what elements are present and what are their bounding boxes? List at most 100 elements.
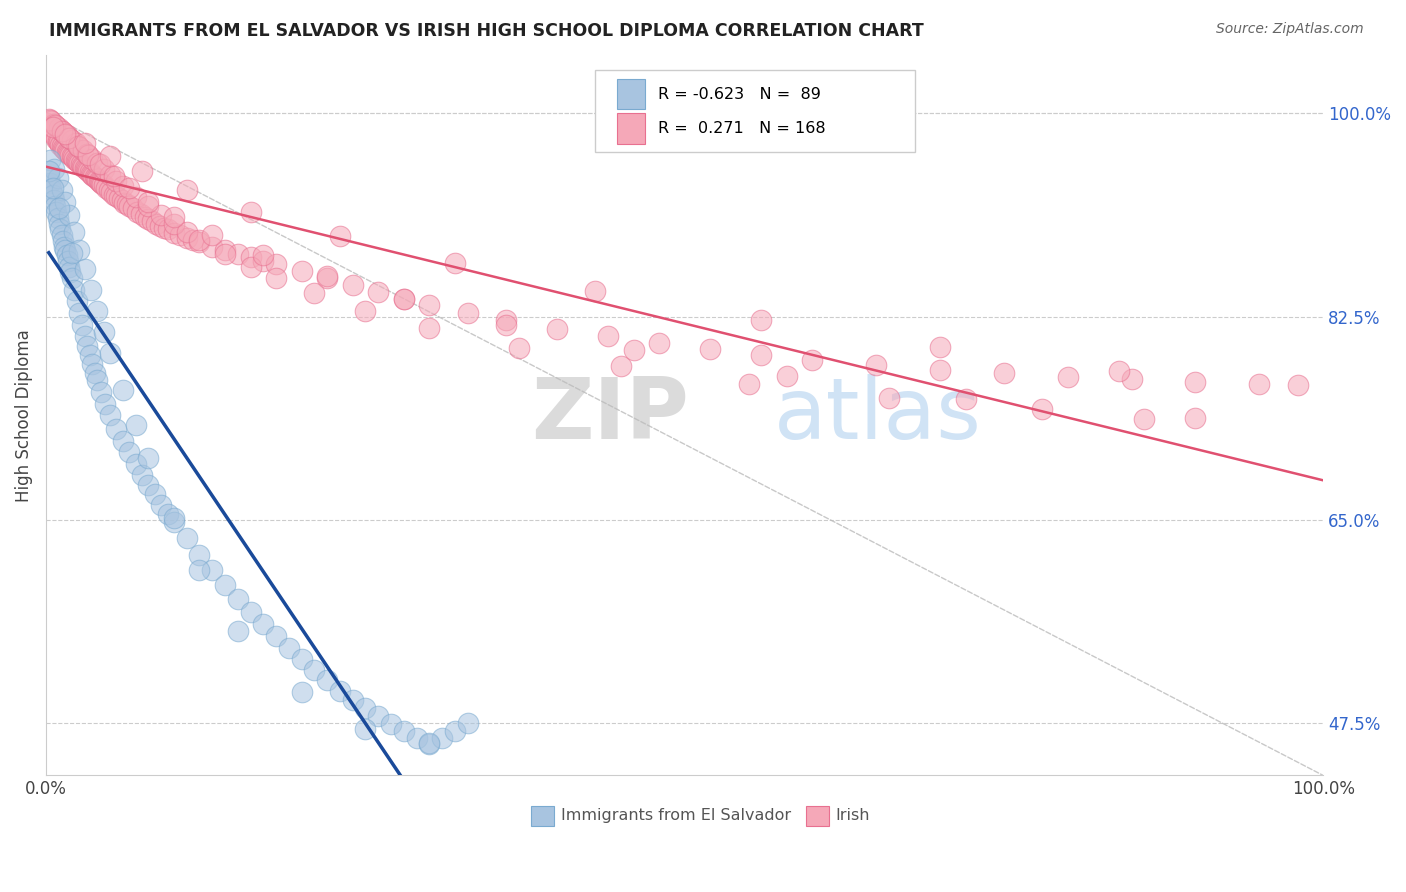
Point — [83, 170, 105, 185]
Point — [70, 159, 93, 173]
Point — [65, 136, 87, 151]
Point — [252, 617, 274, 632]
Point — [405, 731, 427, 746]
Point — [176, 225, 198, 239]
Point — [176, 532, 198, 546]
Point — [44, 199, 66, 213]
Point — [145, 217, 167, 231]
Point — [290, 685, 312, 699]
Point — [239, 260, 262, 274]
Point — [37, 115, 59, 129]
Bar — [617, 78, 645, 109]
Point — [67, 306, 90, 320]
Point — [290, 264, 312, 278]
Point — [865, 359, 887, 373]
Point — [96, 180, 118, 194]
Point — [252, 253, 274, 268]
Point — [596, 329, 619, 343]
Point — [44, 129, 66, 144]
Point — [1056, 370, 1078, 384]
Point — [70, 318, 93, 332]
Point — [39, 113, 62, 128]
Point — [53, 127, 76, 141]
Point — [176, 183, 198, 197]
Point — [877, 391, 900, 405]
Point — [63, 152, 86, 166]
Point — [39, 153, 62, 167]
Point — [65, 153, 87, 167]
Point — [82, 152, 104, 166]
Point — [45, 205, 67, 219]
Point — [44, 118, 66, 132]
Point — [53, 240, 76, 254]
Point — [86, 303, 108, 318]
Point — [90, 176, 112, 190]
Point — [418, 737, 440, 751]
Point — [150, 209, 173, 223]
Point — [239, 205, 262, 219]
Point — [111, 179, 134, 194]
Point — [46, 171, 69, 186]
Point — [60, 271, 83, 285]
Bar — [806, 805, 830, 826]
Point — [124, 457, 146, 471]
Point — [55, 128, 77, 143]
Point — [134, 210, 156, 224]
Point — [226, 591, 249, 606]
Point — [124, 190, 146, 204]
Point — [80, 283, 103, 297]
Point — [45, 132, 67, 146]
Point — [124, 417, 146, 432]
Point — [93, 178, 115, 193]
Point — [42, 127, 65, 141]
Point — [418, 321, 440, 335]
Point — [264, 271, 287, 285]
Point — [51, 138, 73, 153]
Point — [342, 278, 364, 293]
Point — [38, 118, 60, 132]
Point — [53, 144, 76, 158]
Point — [143, 487, 166, 501]
Point — [443, 256, 465, 270]
Point — [87, 173, 110, 187]
Point — [264, 629, 287, 643]
Point — [367, 285, 389, 299]
Point — [51, 228, 73, 243]
Point — [105, 422, 128, 436]
Text: IMMIGRANTS FROM EL SALVADOR VS IRISH HIGH SCHOOL DIPLOMA CORRELATION CHART: IMMIGRANTS FROM EL SALVADOR VS IRISH HIG… — [49, 22, 924, 40]
Point — [443, 724, 465, 739]
Y-axis label: High School Diploma: High School Diploma — [15, 329, 32, 501]
Point — [105, 173, 128, 187]
Point — [418, 298, 440, 312]
Point — [41, 187, 63, 202]
Point — [67, 156, 90, 170]
Point — [60, 149, 83, 163]
Point — [138, 451, 160, 466]
Point — [776, 368, 799, 383]
Point — [239, 250, 262, 264]
FancyBboxPatch shape — [595, 70, 914, 153]
Point — [131, 164, 153, 178]
Point — [98, 345, 121, 359]
Point — [79, 165, 101, 179]
Point — [495, 318, 517, 332]
Point — [138, 199, 160, 213]
Point — [55, 248, 77, 262]
Point — [583, 284, 606, 298]
Point — [699, 342, 721, 356]
Point — [156, 507, 179, 521]
Point — [58, 260, 80, 274]
Point — [48, 135, 70, 149]
Point — [929, 340, 952, 354]
Point — [89, 175, 111, 189]
Point — [58, 209, 80, 223]
Point — [156, 222, 179, 236]
Point — [53, 194, 76, 209]
Point — [53, 126, 76, 140]
Point — [457, 716, 479, 731]
Point — [1184, 375, 1206, 389]
Point — [329, 229, 352, 244]
Point — [86, 373, 108, 387]
Point — [76, 163, 98, 178]
Point — [89, 157, 111, 171]
